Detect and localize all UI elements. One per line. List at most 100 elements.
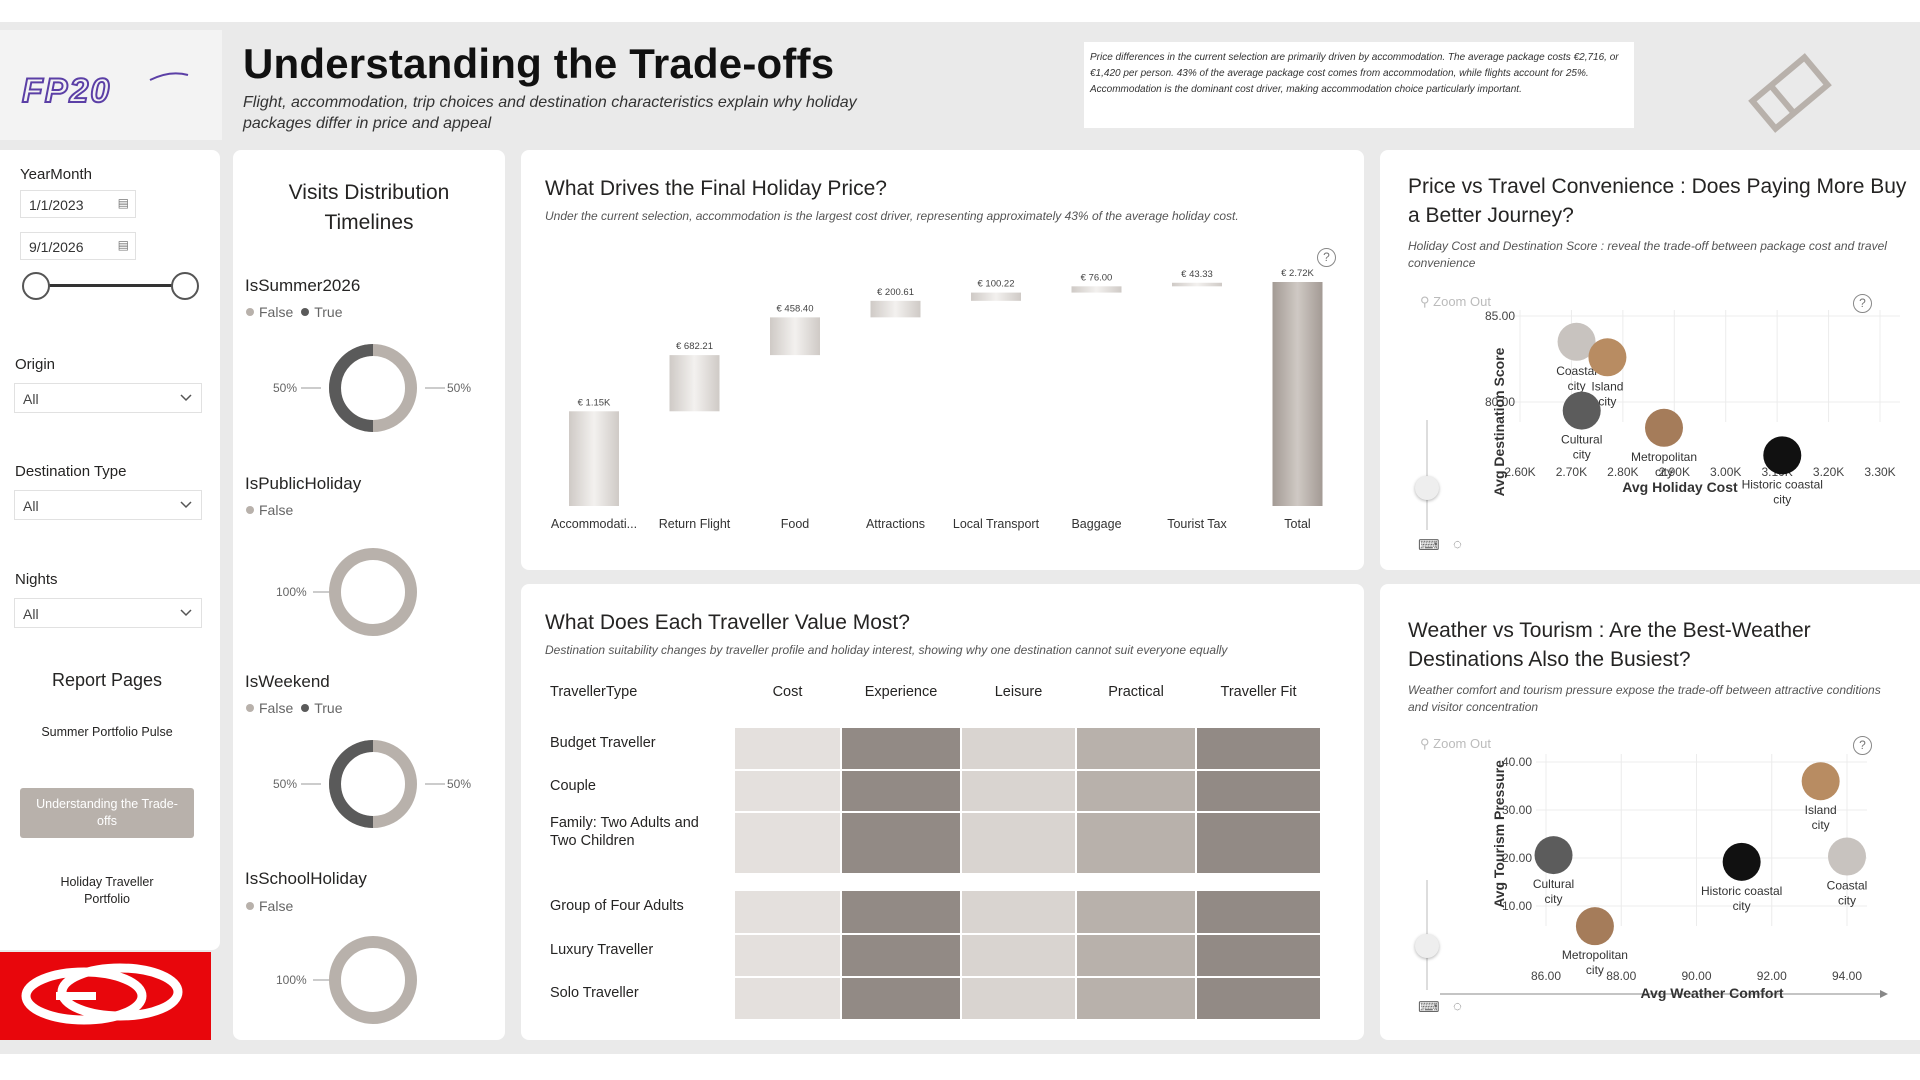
heatmap-cell[interactable] — [734, 812, 841, 874]
scatter-point-label: Island — [1805, 803, 1837, 817]
heatmap-cell[interactable] — [1196, 770, 1321, 812]
lasso-icon[interactable]: ◌ — [1453, 998, 1462, 1015]
yearmonth-label: YearMonth — [20, 166, 92, 183]
heatmap-cell[interactable] — [1196, 727, 1321, 770]
waterfall-data-label: € 200.61 — [877, 287, 914, 298]
nights-dropdown[interactable]: All — [14, 598, 202, 628]
heatmap-cell[interactable] — [1196, 890, 1321, 934]
scatter-point[interactable] — [1645, 408, 1683, 447]
weather-tourism-panel: Weather vs Tourism : Are the Best-Weathe… — [1380, 584, 1920, 1040]
x-axis-title: Avg Weather Comfort — [1640, 985, 1783, 1001]
scatter-point[interactable] — [1557, 322, 1596, 361]
heatmap-cell[interactable] — [1076, 977, 1196, 1020]
y-tick-label: 20.00 — [1502, 851, 1532, 865]
traveller-title: What Does Each Traveller Value Most? — [545, 611, 910, 634]
scatter-point[interactable] — [1722, 842, 1761, 881]
zoom-out-button[interactable]: ⚲ Zoom Out — [1420, 294, 1491, 310]
heatmap-cell[interactable] — [841, 890, 961, 934]
y-tick-label: 85.00 — [1485, 310, 1515, 323]
heatmap-cell[interactable] — [961, 890, 1076, 934]
waterfall-category-label: Accommodati... — [551, 517, 637, 531]
zoom-out-button[interactable]: ⚲ Zoom Out — [1420, 736, 1491, 752]
origin-dropdown[interactable]: All — [14, 383, 202, 413]
scatter-point[interactable] — [1575, 907, 1614, 946]
heatmap-cell[interactable] — [1076, 890, 1196, 934]
help-icon[interactable]: ? — [1853, 736, 1872, 755]
heatmap-cell[interactable] — [961, 977, 1076, 1020]
help-icon[interactable]: ? — [1853, 294, 1872, 313]
heatmap-cell[interactable] — [841, 977, 961, 1020]
eraser-icon[interactable] — [1740, 48, 1840, 138]
heatmap-cell[interactable] — [734, 977, 841, 1020]
legend-dot-false — [246, 308, 254, 317]
waterfall-bar[interactable] — [971, 292, 1021, 301]
axis-arrow-icon — [1880, 990, 1888, 998]
y-zoom-slider-track[interactable] — [1426, 420, 1428, 530]
calendar-icon[interactable]: ▤ — [117, 238, 129, 252]
heatmap-cell[interactable] — [841, 934, 961, 977]
donut-label-right: 50% — [447, 777, 471, 791]
waterfall-bar[interactable] — [569, 411, 619, 506]
heatmap-cell[interactable] — [961, 770, 1076, 812]
waterfall-bar[interactable] — [1272, 282, 1323, 506]
start-date-input[interactable]: 1/1/2023 ▤ — [20, 190, 136, 218]
keyboard-icon[interactable]: ⌨ — [1418, 537, 1440, 554]
heatmap-cell[interactable] — [1196, 812, 1321, 874]
y-tick-label: 10.00 — [1502, 899, 1532, 913]
keyboard-icon[interactable]: ⌨ — [1418, 999, 1440, 1016]
end-date-input[interactable]: 9/1/2026 ▤ — [20, 232, 136, 260]
heatmap-cell[interactable] — [734, 890, 841, 934]
calendar-icon[interactable]: ▤ — [117, 196, 129, 210]
scatter-point[interactable] — [1801, 762, 1840, 801]
scatter-point-label: Coastal — [1827, 879, 1868, 893]
donut-label-left: 100% — [276, 585, 307, 599]
waterfall-bar[interactable] — [770, 317, 820, 356]
waterfall-title: What Drives the Final Holiday Price? — [545, 177, 887, 200]
scatter-point[interactable] — [1534, 836, 1573, 875]
scatter-point[interactable] — [1588, 338, 1627, 377]
help-icon[interactable]: ? — [1317, 248, 1336, 267]
date-slider-end-handle[interactable] — [171, 272, 199, 300]
heatmap-cell[interactable] — [841, 812, 961, 874]
waterfall-bar[interactable] — [870, 300, 921, 318]
heatmap-cell[interactable] — [734, 727, 841, 770]
waterfall-category-label: Total — [1284, 517, 1310, 531]
heatmap-cell[interactable] — [961, 812, 1076, 874]
scatter-point[interactable] — [1562, 391, 1601, 430]
date-slider-start-handle[interactable] — [22, 272, 50, 300]
heatmap-cell[interactable] — [1076, 727, 1196, 770]
heatmap-cell[interactable] — [1076, 812, 1196, 874]
heatmap-cell[interactable] — [961, 727, 1076, 770]
nav-holiday-traveller-portfolio[interactable]: Holiday Traveller Portfolio — [60, 875, 154, 906]
waterfall-bar[interactable] — [1172, 282, 1222, 287]
issummer2026-donut: 50% 50% — [273, 344, 471, 432]
waterfall-bar[interactable] — [1071, 286, 1122, 293]
heatmap-cell[interactable] — [734, 934, 841, 977]
scatter-point[interactable] — [1763, 436, 1802, 475]
waterfall-data-label: € 682.21 — [676, 341, 713, 352]
nav-understanding-trade-offs[interactable]: Understanding the Trade-offs — [20, 788, 194, 838]
scatter-point[interactable] — [1828, 837, 1866, 876]
waterfall-data-label: € 43.33 — [1181, 269, 1213, 280]
waterfall-bar[interactable] — [669, 355, 720, 412]
heatmap-cell[interactable] — [841, 770, 961, 812]
report-canvas: FP20 Understanding the Trade-offs Flight… — [0, 22, 1920, 1054]
date-slider-track[interactable] — [36, 284, 186, 287]
y-zoom-slider-handle[interactable] — [1415, 934, 1439, 958]
scatter-point-label: city — [1773, 492, 1791, 506]
nav-summer-portfolio-pulse[interactable]: Summer Portfolio Pulse — [41, 725, 173, 739]
waterfall-chart: € 1.15K Accommodati... € 682.21 Return Flig… — [551, 268, 1323, 531]
lasso-icon[interactable]: ◌ — [1453, 536, 1462, 553]
destination-type-dropdown[interactable]: All — [14, 490, 202, 520]
heatmap-cell[interactable] — [1076, 770, 1196, 812]
heatmap-cell[interactable] — [1076, 934, 1196, 977]
heatmap-cell[interactable] — [841, 727, 961, 770]
heatmap-cell[interactable] — [1196, 977, 1321, 1020]
heatmap-cell[interactable] — [961, 934, 1076, 977]
heatmap-cell[interactable] — [734, 770, 841, 812]
price-convenience-panel: Price vs Travel Convenience : Does Payin… — [1380, 150, 1920, 570]
brand-logo: FP20 — [21, 71, 189, 111]
heatmap-column-header: Leisure — [994, 684, 1043, 700]
heatmap-cell[interactable] — [1196, 934, 1321, 977]
y-zoom-slider-handle[interactable] — [1415, 476, 1439, 500]
